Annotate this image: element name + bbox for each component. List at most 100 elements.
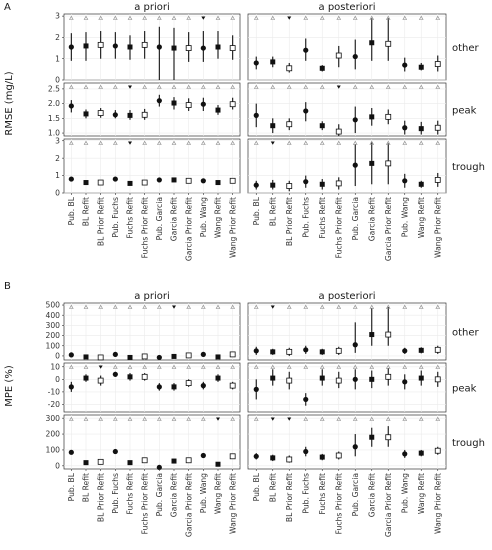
y-tick-label: 0 bbox=[55, 352, 60, 361]
top-marker bbox=[215, 140, 221, 145]
y-tick-label: 10 bbox=[50, 362, 60, 371]
top-marker bbox=[369, 416, 375, 421]
x-tick-label: BL Refit bbox=[82, 197, 91, 226]
data-point bbox=[418, 347, 424, 353]
facet-panel bbox=[63, 82, 241, 137]
y-tick-label: -20 bbox=[48, 400, 61, 409]
x-tick-label: Wang Refit bbox=[417, 473, 426, 514]
top-marker bbox=[186, 140, 191, 145]
data-point bbox=[253, 112, 259, 118]
top-marker bbox=[303, 416, 309, 421]
data-point bbox=[335, 128, 342, 135]
top-marker bbox=[69, 364, 74, 369]
x-tick-label: BL Prior Refit bbox=[96, 473, 105, 522]
top-marker bbox=[352, 416, 358, 421]
data-point bbox=[369, 40, 375, 46]
data-point bbox=[385, 331, 392, 338]
x-tick-label: Pub. Fuchs bbox=[301, 197, 310, 238]
top-marker bbox=[201, 140, 206, 145]
data-point bbox=[402, 379, 408, 385]
top-marker bbox=[402, 416, 408, 421]
top-marker bbox=[253, 140, 259, 145]
top-marker bbox=[319, 84, 325, 89]
data-point bbox=[286, 348, 293, 355]
data-point bbox=[319, 123, 325, 129]
top-marker bbox=[98, 365, 103, 369]
data-point bbox=[215, 44, 221, 50]
top-marker bbox=[113, 364, 118, 369]
top-marker bbox=[352, 304, 358, 309]
top-marker bbox=[230, 15, 235, 20]
top-marker bbox=[385, 140, 391, 145]
top-marker bbox=[201, 304, 206, 309]
data-point bbox=[171, 458, 177, 464]
data-point bbox=[369, 434, 375, 440]
data-point bbox=[418, 126, 424, 132]
data-point bbox=[335, 52, 342, 59]
top-marker bbox=[270, 84, 276, 89]
top-marker bbox=[186, 364, 191, 369]
x-tick-label: Fuchs Prior Refit bbox=[140, 197, 149, 258]
x-tick-label: Wang Prior Refit bbox=[433, 197, 442, 258]
data-point bbox=[185, 380, 192, 387]
top-marker bbox=[142, 304, 147, 309]
data-point bbox=[286, 121, 293, 128]
top-marker bbox=[319, 140, 325, 145]
x-tick-label: Garcia Refit bbox=[367, 197, 376, 241]
data-point bbox=[434, 61, 441, 67]
x-tick-label: BL Prior Refit bbox=[285, 473, 294, 522]
data-point bbox=[303, 179, 309, 185]
x-tick-label: Garcia Prior Refit bbox=[384, 473, 393, 537]
x-tick-label: Pub. BL bbox=[252, 472, 261, 501]
data-point bbox=[286, 183, 293, 189]
top-marker bbox=[171, 84, 177, 89]
x-tick-label: Wang Prior Refit bbox=[228, 197, 237, 258]
top-marker bbox=[128, 141, 132, 145]
y-tick-label: 1.0 bbox=[48, 129, 60, 138]
y-tick-label: 2.5 bbox=[48, 84, 60, 93]
data-point bbox=[112, 176, 118, 182]
x-tick-label: Pub. Wang bbox=[400, 473, 409, 513]
data-point bbox=[270, 59, 276, 65]
facet-column-title: a priori bbox=[134, 291, 170, 302]
y-tick-label: 100 bbox=[46, 341, 61, 350]
top-marker bbox=[157, 364, 162, 369]
top-marker bbox=[435, 304, 441, 309]
data-point bbox=[335, 452, 342, 459]
top-marker bbox=[69, 140, 74, 145]
top-marker bbox=[319, 15, 325, 20]
top-marker bbox=[286, 304, 292, 309]
data-point bbox=[253, 386, 259, 392]
data-point bbox=[215, 461, 221, 467]
data-point bbox=[270, 375, 276, 381]
data-point bbox=[83, 43, 89, 49]
data-point bbox=[229, 382, 236, 389]
data-point bbox=[418, 375, 424, 381]
top-marker bbox=[435, 84, 441, 89]
top-marker bbox=[230, 140, 235, 145]
data-point bbox=[434, 447, 441, 454]
data-point bbox=[185, 352, 192, 359]
top-marker bbox=[83, 304, 89, 309]
y-tick-label: 200 bbox=[46, 331, 61, 340]
data-point bbox=[68, 352, 74, 358]
data-point bbox=[112, 371, 118, 377]
x-tick-label: Pub. Fuchs bbox=[111, 473, 120, 514]
top-marker bbox=[83, 15, 89, 20]
data-point bbox=[418, 64, 424, 70]
data-point bbox=[156, 464, 162, 471]
top-marker bbox=[186, 15, 191, 20]
top-marker bbox=[253, 416, 259, 421]
facet-column-title: a posteriori bbox=[319, 291, 376, 302]
top-marker bbox=[113, 84, 118, 89]
data-point bbox=[385, 160, 392, 167]
top-marker bbox=[369, 304, 375, 309]
x-tick-label: Pub. Garcia bbox=[351, 473, 360, 516]
data-point bbox=[286, 377, 293, 384]
top-marker bbox=[336, 15, 342, 20]
data-point bbox=[229, 351, 236, 358]
data-point bbox=[319, 65, 325, 71]
facet-panel bbox=[63, 13, 241, 81]
top-marker bbox=[215, 304, 221, 309]
data-point bbox=[253, 182, 259, 188]
